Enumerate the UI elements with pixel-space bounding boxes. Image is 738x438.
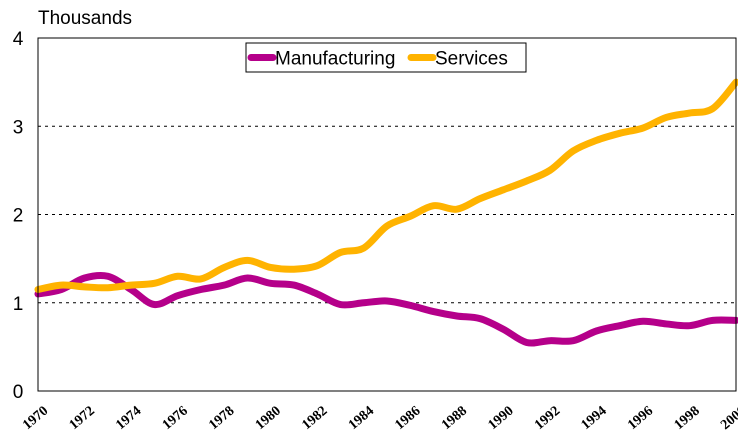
legend: Manufacturing Services — [245, 42, 527, 73]
legend-box — [245, 42, 527, 73]
y-axis-label: Thousands — [38, 8, 132, 29]
legend-label-manufacturing: Manufacturing — [275, 49, 395, 70]
x-tick-label: 1996 — [625, 404, 656, 433]
x-tick-label: 1994 — [579, 404, 610, 433]
series-line-services — [34, 78, 738, 294]
grid-lines — [38, 125, 736, 304]
x-tick-labels: 1970 1972 1974 1976 1978 1980 1982 1984 1986 1988… — [20, 404, 738, 433]
x-tick-label: 1992 — [532, 404, 563, 433]
x-tick-label: 1970 — [20, 404, 51, 433]
y-tick-label: 0 — [13, 382, 24, 403]
x-tick-label: 1972 — [67, 404, 98, 433]
legend-label-services: Services — [435, 49, 508, 70]
y-tick-label: 3 — [13, 117, 24, 138]
x-tick-label: 1986 — [392, 404, 423, 433]
x-tick-label: 1978 — [206, 404, 237, 433]
x-tick-label: 1982 — [299, 404, 330, 433]
x-tick-label: 1984 — [346, 404, 377, 433]
x-tick-label: 1998 — [672, 404, 703, 433]
x-tick-label: 1980 — [253, 404, 284, 433]
x-tick-label: 1974 — [113, 404, 144, 433]
x-tick-label: 2000 — [718, 404, 738, 433]
x-tick-label: 1988 — [439, 404, 470, 433]
series-line-manufacturing — [34, 271, 738, 347]
y-tick-label: 4 — [13, 29, 24, 50]
y-tick-label: 1 — [13, 294, 24, 315]
plot-frame — [37, 37, 737, 392]
x-tick-label: 1990 — [486, 404, 517, 433]
series-lines — [34, 78, 738, 347]
y-tick-label: 2 — [13, 206, 24, 227]
y-tick-labels: 0 1 2 3 4 — [13, 29, 24, 403]
x-tick-label: 1976 — [160, 404, 191, 433]
